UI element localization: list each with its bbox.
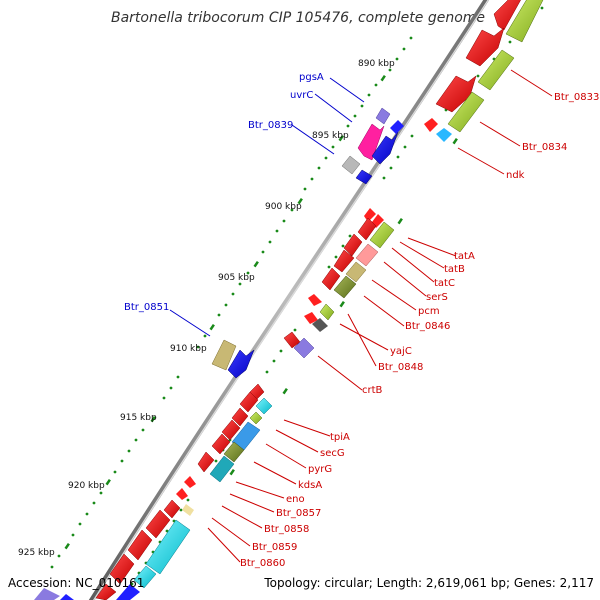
gene-arrow [163,499,181,519]
gene-label-pgsa: pgsA [299,72,324,83]
scale-label-925: 925 kbp [18,548,55,558]
scale-label-915: 915 kbp [120,413,157,423]
genome-backbone [88,0,490,600]
gene-label-tatb: tatB [444,264,465,275]
gene-label-yajc: yajC [390,346,412,357]
gene-label-btr-0848: Btr_0848 [378,362,423,373]
gene-arrow [364,208,376,222]
gene-label-crtb: crtB [362,385,383,396]
genome-summary: Topology: circular; Length: 2,619,061 bp… [264,576,594,590]
gene-label-btr-0839: Btr_0839 [248,120,293,131]
gene-label-btr-0846: Btr_0846 [405,321,450,332]
gene-arrow [465,27,505,67]
gene-arrow [184,476,196,488]
reverse-strand-genes [34,107,404,600]
gene-label-tata: tatA [454,251,475,262]
gene-arrow [333,249,355,273]
gene-arrow [145,509,171,539]
forward-strand-colored-genes [116,0,544,600]
gene-arrow [231,407,249,427]
gene-arrow [211,433,231,455]
genome-backbone-highlight [93,0,489,600]
gene-label-secg: secG [320,448,345,459]
gene-arrow [435,75,477,113]
gene-arrow [221,419,241,441]
gene-label-ndk: ndk [506,170,525,181]
scale-label-895: 895 kbp [312,131,349,141]
gene-arrow [127,529,153,561]
label-leaders [169,69,553,563]
gene-label-btr-0859: Btr_0859 [252,542,297,553]
scale-label-910: 910 kbp [170,344,207,354]
scale-label-890: 890 kbp [358,59,395,69]
scale-label-900: 900 kbp [265,202,302,212]
gene-arrow [95,583,117,600]
gene-label-pyrg: pyrG [308,464,332,475]
gene-arrow [308,294,322,306]
gene-arrow [357,217,377,241]
gene-arrow [493,0,521,31]
inner-scale-ring [50,36,458,586]
gene-arrow [304,312,318,324]
gene-label-uvrc: uvrC [290,90,313,101]
gene-arrow [239,391,259,413]
gene-label-btr-0833: Btr_0833 [554,92,599,103]
gene-label-pcm: pcm [418,306,440,317]
gene-label-btr-0860: Btr_0860 [240,558,285,569]
gene-label-btr-0857: Btr_0857 [276,508,321,519]
scale-labels: 890 kbp 895 kbp 900 kbp 905 kbp 910 kbp … [18,59,395,558]
gene-arrow [424,118,438,132]
scale-label-920: 920 kbp [68,481,105,491]
map-title: Bartonella tribocorum CIP 105476, comple… [111,10,485,26]
gene-label-tatc: tatC [434,278,455,289]
gene-label-kdsa: kdsA [298,480,322,491]
accession-label: Accession: NC_010161 [8,576,145,590]
gene-arrow [109,553,135,585]
gene-label-btr-0858: Btr_0858 [264,524,309,535]
gene-label-btr-0834: Btr_0834 [522,142,567,153]
gene-label-sers: serS [426,292,448,303]
gene-arrow [176,488,188,500]
gene-labels: Btr_0833 Btr_0834 ndk pgsA uvrC Btr_0839… [124,72,599,569]
gene-label-eno: eno [286,494,305,505]
gene-arrow [372,214,384,228]
forward-strand-genes [95,0,521,600]
gene-arrow [197,451,215,473]
gene-label-tpia: tpiA [330,432,350,443]
gene-arrow [321,267,341,291]
gene-label-btr-0851: Btr_0851 [124,302,169,313]
scale-label-905: 905 kbp [218,273,255,283]
gene-arrow [343,233,363,257]
